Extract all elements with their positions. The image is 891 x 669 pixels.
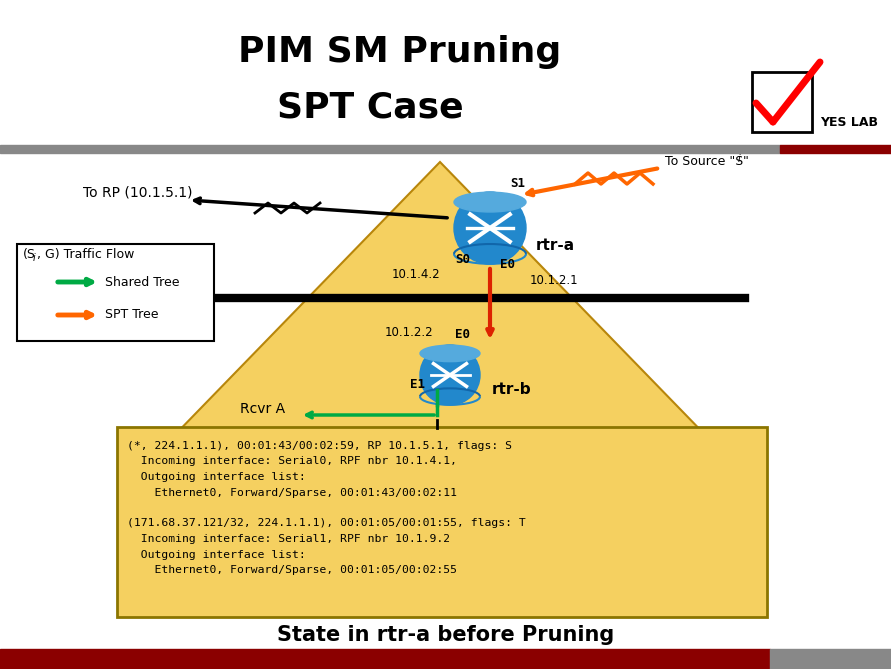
Text: State in rtr-a before Pruning: State in rtr-a before Pruning <box>277 625 615 645</box>
Text: E0: E0 <box>500 258 515 271</box>
Text: Incoming interface: Serial1, RPF nbr 10.1.9.2: Incoming interface: Serial1, RPF nbr 10.… <box>127 534 450 544</box>
Text: (*, 224.1.1.1), 00:01:43/00:02:59, RP 10.1.5.1, flags: S: (*, 224.1.1.1), 00:01:43/00:02:59, RP 10… <box>127 441 512 451</box>
Text: PIM SM Pruning: PIM SM Pruning <box>239 35 561 69</box>
Text: (171.68.37.121/32, 224.1.1.1), 00:01:05/00:01:55, flags: T: (171.68.37.121/32, 224.1.1.1), 00:01:05/… <box>127 518 526 529</box>
Text: Ethernet0, Forward/Sparse, 00:01:43/00:02:11: Ethernet0, Forward/Sparse, 00:01:43/00:0… <box>127 488 457 498</box>
Text: 10.1.4.2: 10.1.4.2 <box>392 268 441 281</box>
Text: Shared Tree: Shared Tree <box>105 276 179 288</box>
Text: Outgoing interface list:: Outgoing interface list: <box>127 549 306 559</box>
Text: i: i <box>738 154 740 164</box>
Polygon shape <box>165 162 715 445</box>
Text: 10.1.2.1: 10.1.2.1 <box>530 274 578 287</box>
Text: S1: S1 <box>510 177 525 190</box>
Bar <box>0 649 770 669</box>
Text: ": " <box>743 155 748 168</box>
Text: YES LAB: YES LAB <box>820 116 878 128</box>
Text: E1: E1 <box>410 378 425 391</box>
Text: , G) Traffic Flow: , G) Traffic Flow <box>37 248 135 261</box>
FancyBboxPatch shape <box>117 427 767 617</box>
Text: rtr-b: rtr-b <box>492 381 532 397</box>
Circle shape <box>454 192 526 264</box>
Text: E0: E0 <box>455 328 470 341</box>
Bar <box>770 649 891 669</box>
Bar <box>780 145 891 153</box>
Circle shape <box>420 345 480 405</box>
FancyBboxPatch shape <box>17 244 214 341</box>
Text: Ethernet0, Forward/Sparse, 00:01:05/00:02:55: Ethernet0, Forward/Sparse, 00:01:05/00:0… <box>127 565 457 575</box>
Text: Incoming interface: Serial0, RPF nbr 10.1.4.1,: Incoming interface: Serial0, RPF nbr 10.… <box>127 456 457 466</box>
Text: To RP (10.1.5.1): To RP (10.1.5.1) <box>83 185 192 199</box>
Ellipse shape <box>454 192 526 212</box>
Text: To Source "S: To Source "S <box>665 155 743 168</box>
Text: SPT Tree: SPT Tree <box>105 308 159 322</box>
Bar <box>0 0 891 148</box>
Text: i: i <box>33 253 36 263</box>
Text: S0: S0 <box>455 253 470 266</box>
Text: (S: (S <box>23 248 36 261</box>
Text: Rcvr A: Rcvr A <box>240 402 285 416</box>
Bar <box>752 72 812 132</box>
Text: Outgoing interface list:: Outgoing interface list: <box>127 472 306 482</box>
Bar <box>0 145 780 153</box>
Text: 10.1.2.2: 10.1.2.2 <box>385 326 434 339</box>
Text: SPT Case: SPT Case <box>277 91 463 125</box>
Text: rtr-a: rtr-a <box>536 239 575 254</box>
Ellipse shape <box>420 345 480 362</box>
